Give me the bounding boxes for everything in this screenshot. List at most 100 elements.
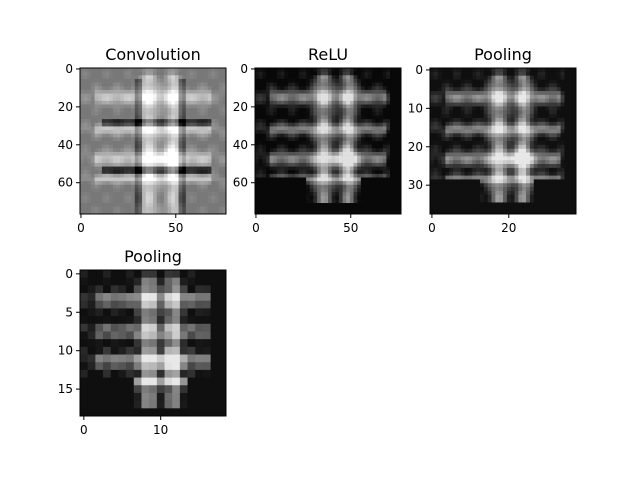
- image-pixel: [350, 79, 354, 83]
- image-pixel: [328, 86, 332, 90]
- image-pixel: [365, 207, 369, 211]
- image-pixel: [453, 206, 457, 210]
- image-pixel: [127, 115, 131, 119]
- image-pixel: [182, 83, 186, 87]
- image-pixel: [515, 133, 519, 137]
- image-pixel: [526, 145, 530, 149]
- image-pixel: [195, 339, 203, 347]
- image-pixel: [98, 192, 102, 196]
- image-pixel: [299, 148, 303, 152]
- image-pixel: [88, 370, 96, 378]
- image-pixel: [292, 148, 296, 152]
- image-pixel: [95, 293, 103, 301]
- image-pixel: [172, 378, 180, 386]
- image-pixel: [113, 141, 117, 145]
- image-pixel: [175, 90, 179, 94]
- image-pixel: [328, 123, 332, 127]
- image-pixel: [113, 199, 117, 203]
- image-pixel: [160, 156, 164, 160]
- image-pixel: [180, 270, 188, 278]
- image-pixel: [84, 188, 88, 192]
- image-pixel: [476, 172, 480, 176]
- image-pixel: [193, 185, 197, 189]
- image-pixel: [335, 188, 339, 192]
- image-pixel: [310, 119, 314, 123]
- image-pixel: [526, 202, 530, 206]
- image-pixel: [526, 195, 530, 199]
- image-pixel: [361, 156, 365, 160]
- image-pixel: [394, 126, 398, 130]
- image-pixel: [445, 145, 449, 149]
- image-pixel: [259, 163, 263, 167]
- image-pixel: [383, 119, 387, 123]
- image-pixel: [310, 83, 314, 87]
- image-pixel: [273, 108, 277, 112]
- image-pixel: [266, 75, 270, 79]
- image-pixel: [120, 79, 124, 83]
- image-pixel: [179, 108, 183, 112]
- image-pixel: [95, 145, 99, 149]
- image-pixel: [120, 152, 124, 156]
- image-pixel: [324, 97, 328, 101]
- image-pixel: [343, 130, 347, 134]
- image-pixel: [299, 167, 303, 171]
- image-pixel: [138, 79, 142, 83]
- image-pixel: [208, 68, 212, 72]
- image-pixel: [507, 95, 511, 99]
- image-pixel: [553, 183, 557, 187]
- image-pixel: [549, 206, 553, 210]
- image-pixel: [149, 203, 153, 207]
- image-pixel: [390, 75, 394, 79]
- image-pixel: [457, 164, 461, 168]
- image-pixel: [281, 178, 285, 182]
- image-pixel: [84, 105, 88, 109]
- image-pixel: [135, 134, 139, 138]
- image-pixel: [507, 195, 511, 199]
- image-pixel: [306, 68, 310, 72]
- image-pixel: [102, 185, 106, 189]
- image-pixel: [484, 199, 488, 203]
- image-pixel: [343, 188, 347, 192]
- image-pixel: [495, 87, 499, 91]
- image-pixel: [211, 119, 215, 123]
- image-pixel: [357, 185, 361, 189]
- image-pixel: [124, 101, 128, 105]
- image-pixel: [113, 159, 117, 163]
- image-pixel: [522, 129, 526, 133]
- image-pixel: [124, 188, 128, 192]
- image-pixel: [350, 152, 354, 156]
- image-pixel: [383, 185, 387, 189]
- image-pixel: [190, 199, 194, 203]
- image-pixel: [288, 112, 292, 116]
- image-pixel: [182, 105, 186, 109]
- image-pixel: [131, 185, 135, 189]
- image-pixel: [219, 90, 223, 94]
- image-pixel: [430, 129, 434, 133]
- image-pixel: [273, 115, 277, 119]
- image-pixel: [95, 370, 103, 378]
- image-pixel: [142, 97, 146, 101]
- image-pixel: [321, 185, 325, 189]
- image-pixel: [95, 308, 103, 316]
- image-pixel: [149, 72, 153, 76]
- image-pixel: [186, 97, 190, 101]
- image-pixel: [95, 347, 103, 355]
- image-pixel: [518, 122, 522, 126]
- image-pixel: [262, 188, 266, 192]
- image-pixel: [266, 156, 270, 160]
- image-pixel: [343, 75, 347, 79]
- image-pixel: [215, 79, 219, 83]
- image-pixel: [193, 137, 197, 141]
- image-pixel: [270, 152, 274, 156]
- image-pixel: [135, 97, 139, 101]
- image-pixel: [87, 119, 91, 123]
- image-pixel: [270, 159, 274, 163]
- image-pixel: [394, 196, 398, 200]
- image-pixel: [357, 119, 361, 123]
- image-pixel: [215, 94, 219, 98]
- image-pixel: [190, 207, 194, 211]
- image-pixel: [153, 148, 157, 152]
- image-pixel: [149, 170, 153, 174]
- image-pixel: [98, 83, 102, 87]
- image-pixel: [126, 347, 134, 355]
